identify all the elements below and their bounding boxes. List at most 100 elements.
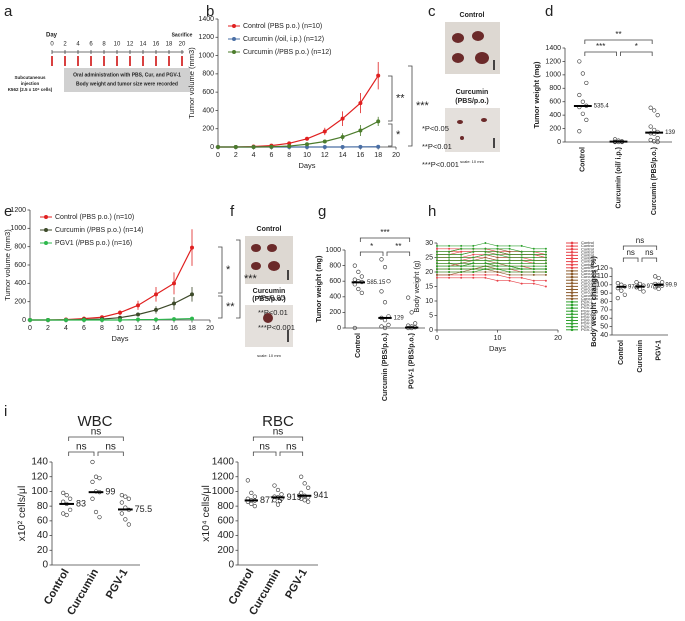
significance: ***	[244, 273, 258, 285]
legend-marker	[570, 275, 574, 279]
point	[352, 277, 357, 282]
point	[472, 276, 475, 279]
point	[655, 135, 660, 141]
legend-marker	[570, 291, 574, 294]
point	[409, 310, 414, 315]
point	[520, 253, 523, 256]
point	[448, 265, 451, 268]
point	[655, 113, 660, 118]
median-label: 919	[287, 492, 302, 502]
significance: ***	[380, 228, 389, 237]
point	[322, 145, 327, 149]
series-line	[437, 260, 546, 264]
point	[472, 268, 475, 271]
legend-marker	[570, 244, 574, 248]
point	[532, 253, 535, 256]
point	[406, 295, 411, 300]
y-tick-label: 20	[37, 545, 49, 556]
point	[544, 285, 547, 288]
legend-marker	[570, 260, 574, 263]
bracket	[584, 39, 653, 44]
chart-title: RBC	[262, 413, 294, 430]
point	[379, 324, 384, 329]
point	[508, 271, 511, 273]
panel-label: g	[318, 203, 326, 220]
y-tick-label: 100	[596, 282, 608, 289]
significance: ns	[91, 427, 102, 438]
point	[653, 274, 658, 279]
scale-text: scale: 10 mm	[257, 353, 281, 358]
y-axis-label: x10⁴ cells/μl	[200, 485, 212, 542]
legend-marker	[232, 37, 236, 41]
bracket	[252, 436, 304, 441]
point	[126, 496, 131, 501]
bracket	[584, 51, 617, 56]
legend-label: PGV-1	[581, 321, 594, 326]
point	[544, 253, 547, 256]
x-tick-label: 2	[46, 325, 50, 332]
y-tick-label: 1000	[198, 52, 214, 59]
point	[436, 262, 438, 265]
significance: **	[226, 301, 235, 313]
point	[584, 80, 589, 86]
point	[496, 279, 499, 282]
legend-label: PGV-1	[581, 311, 594, 316]
injection-text: injection	[21, 81, 40, 86]
bracket	[408, 65, 413, 147]
y-tick-label: 1400	[198, 16, 214, 23]
series-line	[437, 268, 546, 273]
point	[532, 247, 535, 250]
legend-marker	[44, 228, 48, 232]
point	[358, 101, 363, 106]
y-tick-label: 0	[429, 327, 433, 334]
point	[322, 129, 327, 134]
point	[358, 144, 363, 149]
point	[386, 322, 391, 327]
point	[356, 269, 361, 274]
point	[436, 253, 438, 256]
point	[544, 271, 547, 273]
point	[448, 262, 451, 265]
point	[472, 259, 475, 262]
point	[460, 250, 463, 253]
day-number: 0	[50, 42, 54, 48]
y-axis-label: Body weight (g)	[412, 260, 421, 313]
point	[448, 259, 451, 262]
point	[496, 244, 499, 247]
photo-label: Control	[460, 12, 485, 19]
y-tick-label: 600	[217, 515, 234, 526]
y-tick-label: 60	[37, 515, 49, 526]
point	[275, 502, 281, 507]
point	[460, 268, 463, 271]
legend-marker	[570, 325, 574, 329]
legend-marker	[570, 322, 574, 325]
point	[448, 256, 451, 259]
x-tick-label: 10	[494, 335, 502, 342]
point	[68, 507, 73, 512]
y-tick-label: 600	[14, 262, 26, 269]
y-tick-label: 1000	[545, 72, 561, 79]
point	[93, 509, 99, 515]
point	[544, 273, 547, 276]
legend-label: Control	[581, 259, 594, 264]
photo-label: Curcumin	[456, 89, 489, 96]
legend-label: Curcumin (/oil, i.p.) (n=12)	[243, 36, 324, 43]
median-label: 877.5	[260, 495, 283, 505]
y-tick-label: 70	[600, 307, 608, 314]
y-tick-label: 1000	[212, 486, 235, 497]
point	[472, 262, 475, 265]
legend-label: Control (PBS p.o.) (n=10)	[55, 214, 134, 221]
point	[233, 145, 238, 149]
significance: *	[370, 242, 373, 251]
y-tick-label: 200	[14, 299, 26, 306]
point	[484, 276, 487, 279]
point	[460, 244, 463, 247]
legend-label: PGV-1	[581, 302, 594, 307]
point	[544, 268, 547, 271]
point	[577, 129, 582, 134]
point	[436, 259, 438, 262]
point	[544, 262, 547, 265]
legend-marker	[570, 294, 574, 298]
x-tick-label: 8	[287, 152, 291, 159]
y-tick-label: 1000	[10, 225, 26, 232]
